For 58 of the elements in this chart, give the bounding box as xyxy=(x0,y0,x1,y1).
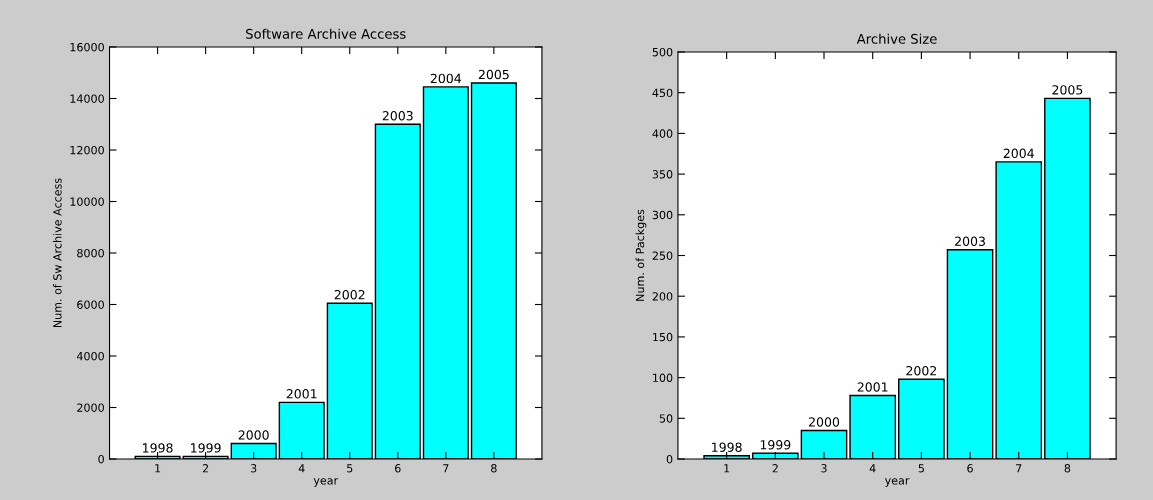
y-tick-label: 2000 xyxy=(77,403,104,412)
x-tick-label: 1 xyxy=(155,464,161,473)
annotation: 2004 xyxy=(430,73,462,84)
y-tick-label: 0 xyxy=(666,454,673,464)
x-axis-title: year xyxy=(313,478,339,487)
y-tick-label: 6000 xyxy=(77,300,104,309)
x-tick-label: 2 xyxy=(202,464,209,473)
x-tick-label: 5 xyxy=(347,464,353,473)
annotation: 2001 xyxy=(857,382,888,392)
y-tick-label: 10000 xyxy=(70,197,104,206)
x-tick-label: 6 xyxy=(395,464,401,473)
annotation: 2000 xyxy=(238,430,269,440)
y-tick-label: 100 xyxy=(653,373,673,382)
y-tick-label: 250 xyxy=(652,251,673,260)
x-tick-label: 7 xyxy=(443,464,449,473)
x-tick-label: 8 xyxy=(491,464,497,473)
y-tick-label: 400 xyxy=(652,129,673,138)
chart-title: Software Archive Access xyxy=(246,28,406,39)
annotation: 2002 xyxy=(906,365,937,376)
annotation: 2002 xyxy=(334,289,365,300)
y-tick-label: 50 xyxy=(659,414,673,423)
annotation: 1999 xyxy=(760,440,791,450)
annotation: 2001 xyxy=(286,389,317,399)
annotation: 1998 xyxy=(143,443,173,453)
y-tick-label: 16000 xyxy=(70,42,104,52)
y-tick-label: 12000 xyxy=(70,145,104,155)
y-axis-title: Num. of Sw Archive Access xyxy=(53,178,62,328)
x-tick-label: 7 xyxy=(1016,464,1022,473)
y-tick-label: 8000 xyxy=(77,248,104,258)
annotation: 2003 xyxy=(955,236,985,246)
x-tick-label: 8 xyxy=(1064,464,1071,473)
annotation: 1998 xyxy=(712,442,742,452)
x-tick-label: 1 xyxy=(724,464,730,473)
annotation: 2000 xyxy=(809,417,840,427)
y-tick-label: 450 xyxy=(652,88,673,98)
x-axis-title: year xyxy=(884,478,910,487)
chart-title: Archive Size xyxy=(856,33,937,44)
x-tick-label: 3 xyxy=(250,464,257,473)
annotation: 2005 xyxy=(1052,85,1083,95)
x-tick-label: 4 xyxy=(298,464,305,473)
y-tick-label: 300 xyxy=(652,210,673,220)
y-tick-label: 4000 xyxy=(76,351,104,361)
y-tick-label: 0 xyxy=(98,454,104,464)
y-tick-label: 500 xyxy=(652,47,673,57)
x-tick-label: 6 xyxy=(967,464,973,473)
annotation: 2005 xyxy=(478,69,509,80)
x-tick-label: 2 xyxy=(772,464,778,473)
x-tick-label: 3 xyxy=(821,464,827,473)
y-tick-label: 150 xyxy=(653,332,673,342)
y-tick-label: 14000 xyxy=(70,94,104,103)
x-tick-label: 5 xyxy=(918,464,924,473)
annotation: 1999 xyxy=(191,443,221,453)
annotation: 2003 xyxy=(382,110,413,121)
y-tick-label: 200 xyxy=(652,292,673,301)
y-axis-title: Num. of Packges xyxy=(635,209,647,301)
x-tick-label: 4 xyxy=(869,464,876,473)
y-tick-label: 350 xyxy=(652,170,673,179)
annotation: 2004 xyxy=(1003,148,1034,159)
